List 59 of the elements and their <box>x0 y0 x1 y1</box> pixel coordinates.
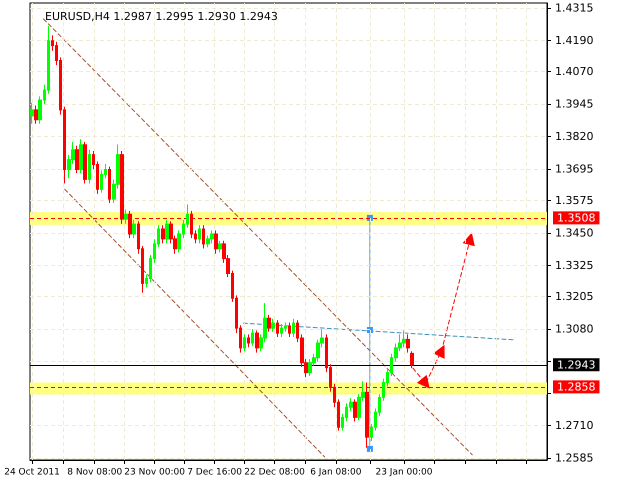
candlestick <box>83 141 87 184</box>
candlestick <box>255 330 259 354</box>
candlestick <box>267 314 271 332</box>
candlestick <box>210 230 214 244</box>
candlestick <box>214 230 218 254</box>
x-tick-label: 22 Dec 08:00 <box>244 468 306 478</box>
candlestick <box>243 334 246 352</box>
candlestick <box>198 224 201 244</box>
y-tick-label: 1.3450 <box>555 226 594 240</box>
candlestick <box>410 350 414 369</box>
candlestick <box>165 219 169 244</box>
candlestick <box>128 210 132 239</box>
candlestick <box>75 145 79 174</box>
candlestick <box>292 318 295 338</box>
x-tick-label: 23 Jan 00:00 <box>375 468 433 478</box>
text: EURUSD,H4 1.2987 1.2995 1.2930 1.2943 <box>45 10 278 23</box>
candlestick <box>251 328 254 347</box>
candlestick <box>280 323 283 338</box>
point <box>463 233 475 246</box>
candlestick <box>132 219 136 239</box>
candlestick <box>79 138 83 174</box>
ref-line-label: 1.2858 <box>557 380 596 394</box>
candlestick <box>276 320 279 338</box>
y-tick-label: 1.3205 <box>555 290 594 304</box>
x-tick-label: 23 Nov 00:00 <box>124 468 186 478</box>
x-tick-label: 8 Nov 08:00 <box>67 468 122 478</box>
candlestick <box>120 150 124 224</box>
y-tick-label: 1.4315 <box>555 1 594 14</box>
candlestick <box>161 224 165 244</box>
y-tick-label: 1.3695 <box>555 162 594 176</box>
y-tick-label: 1.2710 <box>555 418 594 432</box>
candlestick <box>402 330 406 348</box>
candlestick <box>288 322 291 338</box>
y-tick-label: 1.3945 <box>555 98 594 111</box>
candlestick <box>30 102 34 124</box>
y-tick-label: 1.3325 <box>555 258 594 272</box>
candlestick <box>218 240 222 253</box>
candlestick <box>271 318 275 332</box>
x-tick-label: 6 Jan 08:00 <box>310 468 362 478</box>
ref-line-label: 1.2943 <box>557 358 596 372</box>
candlestick <box>124 209 128 224</box>
candlestick <box>353 398 357 422</box>
candlestick <box>202 224 205 250</box>
y-tick-label: 1.4190 <box>555 34 594 47</box>
x-tick-label: 24 Oct 2011 <box>4 468 60 478</box>
candlestick <box>34 104 38 124</box>
y-tick-label: 1.2585 <box>555 451 594 464</box>
point <box>434 345 445 359</box>
candlestick <box>88 149 91 184</box>
ref-line-label: 1.3508 <box>557 211 596 224</box>
point <box>366 446 373 452</box>
y-tick-label: 1.4070 <box>555 65 594 78</box>
candlestick <box>247 334 250 348</box>
x-tick-label: 7 Dec 16:00 <box>187 468 242 478</box>
y-tick-label: 1.3820 <box>555 130 594 144</box>
candlestick <box>406 334 410 354</box>
candlestick <box>108 166 111 204</box>
y-tick-label: 1.3575 <box>555 194 594 207</box>
y-tick-label: 1.3080 <box>555 322 594 336</box>
